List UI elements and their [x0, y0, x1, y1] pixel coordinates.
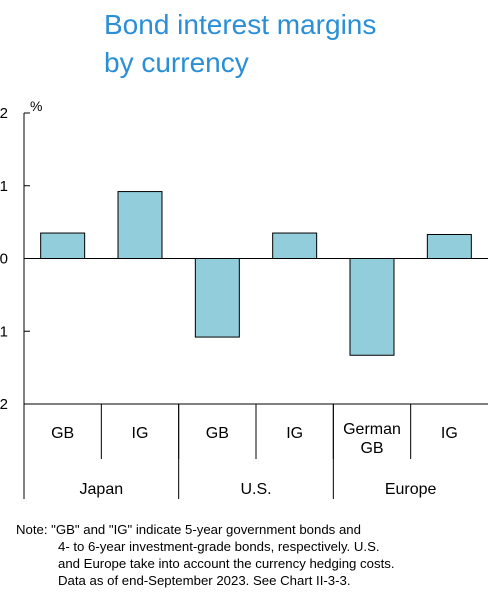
- chart-title-line1: Bond interest margins: [104, 9, 377, 40]
- chart-note: Note: "GB" and "IG" indicate 5-year gove…: [16, 521, 486, 589]
- note-line-4: Data as of end-September 2023. See Chart…: [58, 573, 351, 588]
- category-label: IG: [441, 425, 458, 442]
- category-label: GB: [360, 440, 383, 457]
- y-tick-label: 2: [0, 396, 8, 413]
- bar: [349, 258, 395, 356]
- category-label: IG: [286, 425, 303, 442]
- category-label: IG: [132, 425, 149, 442]
- chart-title-line2: by currency: [104, 47, 249, 78]
- group-label: U.S.: [240, 481, 271, 498]
- y-tick-label: 1: [0, 178, 8, 195]
- note-line-1: Note: "GB" and "IG" indicate 5-year gove…: [16, 522, 361, 537]
- y-tick-label: 1: [0, 323, 8, 340]
- bar: [40, 232, 86, 260]
- note-line-2: 4- to 6-year investment-grade bonds, res…: [58, 539, 380, 554]
- chart-title: Bond interest margins by currency: [104, 6, 376, 82]
- y-unit-label: %: [30, 98, 42, 114]
- category-label: GB: [51, 425, 74, 442]
- y-tick-label: 2: [0, 105, 8, 122]
- bar: [117, 191, 163, 260]
- note-line-3: and Europe take into account the currenc…: [58, 556, 395, 571]
- group-label: Japan: [80, 481, 124, 498]
- group-label: Europe: [385, 481, 437, 498]
- bar-chart: 2 1 0 1 2% GB IG GB IG German GB IG Japan U.S. Europe: [0, 98, 488, 499]
- category-label: German: [343, 421, 401, 438]
- bar: [194, 258, 240, 338]
- bar: [426, 233, 472, 259]
- y-tick-label: 0: [0, 251, 8, 268]
- category-label: GB: [206, 425, 229, 442]
- bar: [272, 232, 318, 260]
